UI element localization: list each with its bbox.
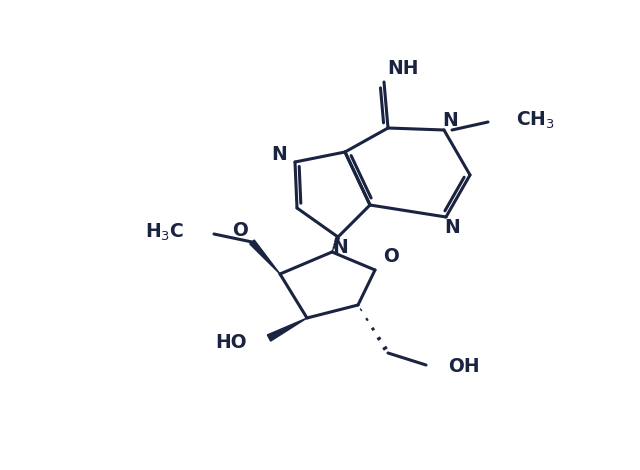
Text: O: O	[232, 220, 248, 240]
Text: NH: NH	[387, 58, 419, 78]
Text: CH$_3$: CH$_3$	[516, 110, 555, 131]
Text: HO: HO	[216, 334, 247, 352]
Text: N: N	[332, 237, 348, 257]
Text: N: N	[444, 218, 460, 236]
Polygon shape	[250, 240, 280, 274]
Text: N: N	[442, 110, 458, 130]
Text: H$_3$C: H$_3$C	[145, 221, 184, 243]
Text: N: N	[271, 144, 287, 164]
Text: OH: OH	[448, 358, 479, 376]
Polygon shape	[268, 318, 307, 341]
Text: O: O	[383, 246, 399, 266]
